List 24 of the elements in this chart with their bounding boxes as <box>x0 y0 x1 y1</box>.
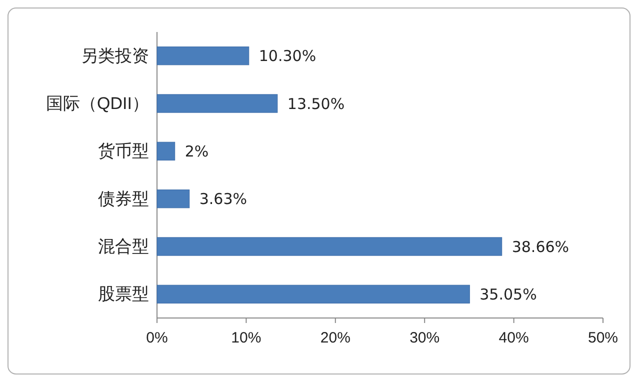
data-label: 38.66% <box>512 238 570 256</box>
data-label: 10.30% <box>258 47 316 66</box>
bar <box>156 237 502 256</box>
data-label: 13.50% <box>287 94 345 113</box>
data-label: 35.05% <box>480 285 537 304</box>
y-tick-label: 债券型 <box>98 189 149 208</box>
x-tick-label: 10% <box>231 330 262 346</box>
data-label: 2% <box>184 142 209 160</box>
bar <box>156 190 190 208</box>
x-tick-label: 50% <box>588 330 618 346</box>
data-label: 3.63% <box>199 190 248 208</box>
x-tick-label: 30% <box>410 330 440 346</box>
y-tick-label: 另类投资 <box>81 46 149 66</box>
bar <box>156 142 176 160</box>
bar <box>156 46 250 66</box>
bar <box>156 284 470 304</box>
y-tick-label: 股票型 <box>98 284 149 304</box>
x-tick-label: 40% <box>498 330 529 346</box>
x-tick-label: 20% <box>320 330 350 346</box>
bar <box>156 94 278 113</box>
y-tick-label: 混合型 <box>98 236 149 256</box>
y-tick-label: 国际（QDII） <box>46 94 149 113</box>
y-tick-label: 货币型 <box>98 142 149 161</box>
x-tick-label: 0% <box>146 330 168 346</box>
